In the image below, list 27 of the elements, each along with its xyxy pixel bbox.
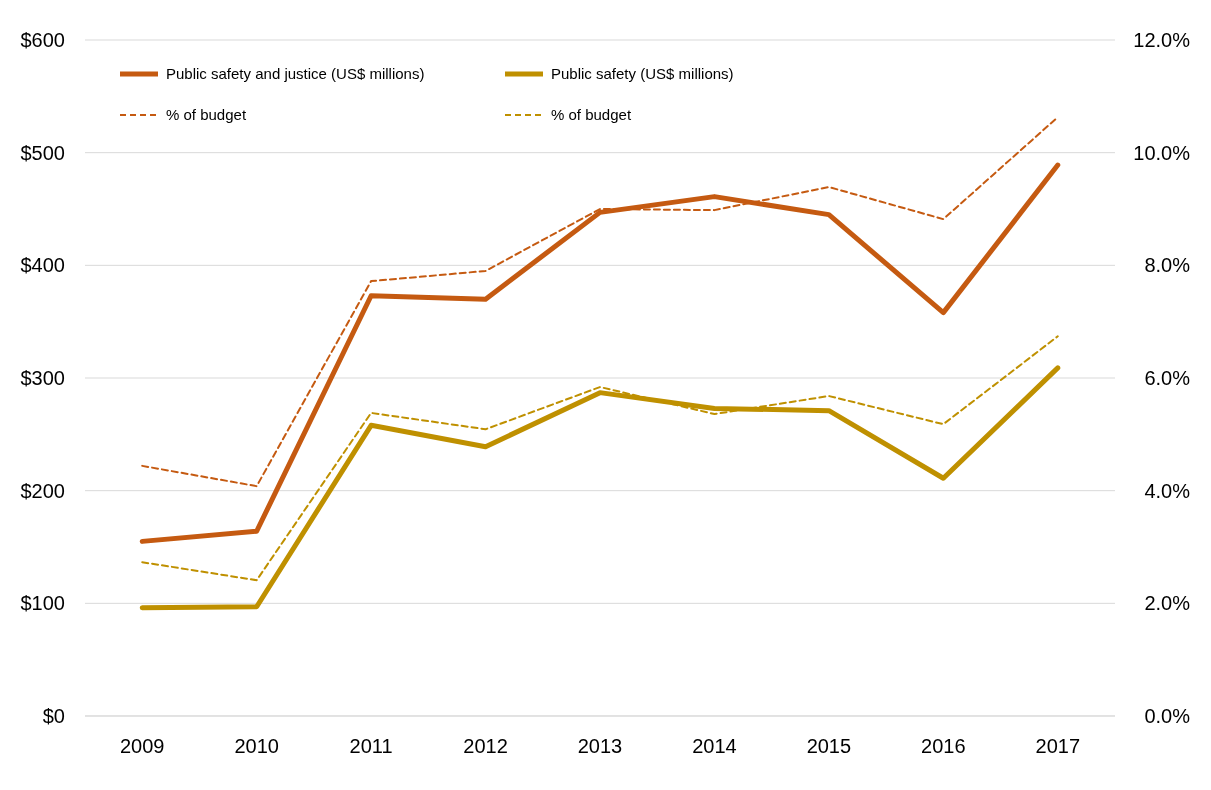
y-tick-label: $200 xyxy=(20,479,65,502)
x-tick-label: 2014 xyxy=(692,735,737,757)
x-tick-label: 2009 xyxy=(119,735,165,757)
x-tick-label: 2016 xyxy=(921,735,966,757)
x-tick-label: 2013 xyxy=(577,735,623,757)
y2-tick-label: 4.0% xyxy=(1144,479,1191,502)
y2-tick-label: 8.0% xyxy=(1144,254,1191,277)
legend-label: % of budget xyxy=(166,106,247,124)
y-tick-label: $500 xyxy=(20,141,65,164)
y-tick-label: $600 xyxy=(20,29,65,51)
legend-label: Public safety (US$ millions) xyxy=(551,65,734,83)
x-tick-label: 2011 xyxy=(349,735,393,757)
x-tick-label: 2015 xyxy=(806,735,852,757)
y2-tick-label: 12.0% xyxy=(1133,29,1191,51)
y2-tick-label: 2.0% xyxy=(1144,592,1191,615)
y2-tick-label: 10.0% xyxy=(1133,141,1191,164)
y-tick-label: $300 xyxy=(20,367,65,389)
y-tick-label: $400 xyxy=(20,254,65,277)
y2-tick-label: 6.0% xyxy=(1144,367,1191,389)
x-tick-label: 2010 xyxy=(234,735,279,757)
y-tick-label: $100 xyxy=(20,592,65,615)
legend-label: Public safety and justice (US$ millions) xyxy=(166,65,425,83)
y2-tick-label: 0.0% xyxy=(1144,705,1191,727)
x-tick-label: 2012 xyxy=(463,735,508,757)
x-tick-label: 2017 xyxy=(1035,735,1081,757)
y-tick-label: $0 xyxy=(42,705,65,727)
legend-label: % of budget xyxy=(551,106,632,124)
